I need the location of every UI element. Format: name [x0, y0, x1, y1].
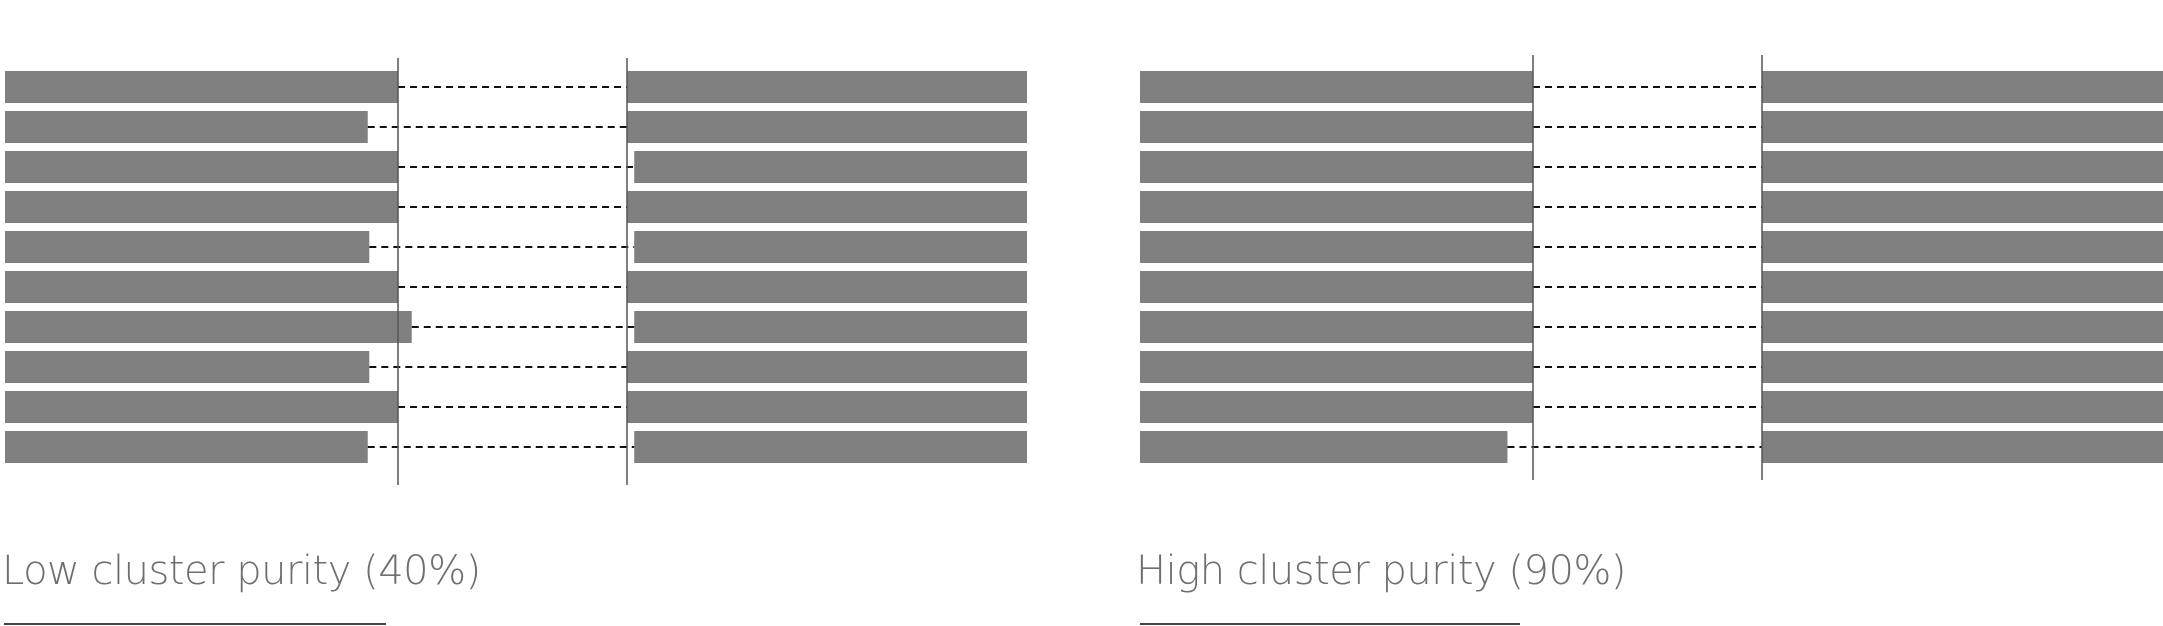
left-bar — [1140, 311, 1533, 343]
left-bar — [1140, 431, 1508, 463]
high-purity-panel — [1140, 55, 2163, 480]
right-bar — [1762, 311, 2163, 343]
right-bar — [1762, 431, 2163, 463]
right-bar — [1762, 191, 2163, 223]
left-bar — [5, 431, 368, 463]
left-bar — [5, 71, 398, 103]
right-bar — [627, 191, 1027, 223]
right-bar — [627, 351, 1027, 383]
left-bar — [1140, 391, 1533, 423]
left-bar — [5, 391, 398, 423]
left-bar — [5, 191, 398, 223]
left-bar — [5, 311, 412, 343]
right-bar — [1762, 111, 2163, 143]
low-purity-caption-underline — [4, 623, 386, 625]
right-bar — [1762, 271, 2163, 303]
right-bar — [627, 71, 1027, 103]
right-bar — [634, 431, 1027, 463]
right-bar — [1762, 391, 2163, 423]
left-bar — [1140, 111, 1533, 143]
right-bar — [634, 151, 1027, 183]
left-bar — [1140, 271, 1533, 303]
left-bar — [1140, 71, 1533, 103]
left-bar — [1140, 151, 1533, 183]
right-bar — [627, 391, 1027, 423]
high-purity-caption: High cluster purity (90%) — [1136, 548, 1627, 594]
right-bar — [627, 271, 1027, 303]
right-bar — [627, 111, 1027, 143]
left-bar — [5, 231, 370, 263]
low-purity-panel — [5, 58, 1027, 485]
right-bar — [1762, 231, 2163, 263]
low-purity-caption: Low cluster purity (40%) — [2, 548, 481, 594]
right-bar — [634, 311, 1027, 343]
left-bar — [5, 271, 398, 303]
right-bar — [1762, 351, 2163, 383]
right-bar — [634, 231, 1027, 263]
high-purity-caption-underline — [1140, 623, 1520, 625]
right-bar — [1762, 71, 2163, 103]
left-bar — [1140, 191, 1533, 223]
right-bar — [1762, 151, 2163, 183]
left-bar — [5, 351, 370, 383]
left-bar — [5, 111, 368, 143]
left-bar — [1140, 351, 1533, 383]
left-bar — [1140, 231, 1533, 263]
left-bar — [5, 151, 398, 183]
